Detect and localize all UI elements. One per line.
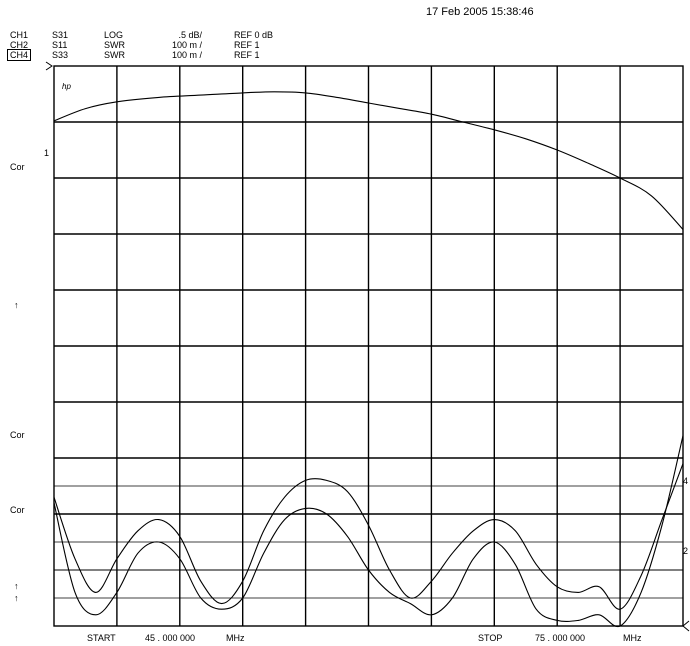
channel-id-ch4-active: CH4	[7, 49, 32, 61]
channel-id-ch2: CH2	[10, 40, 29, 50]
trace-marker-4: 4	[683, 476, 689, 486]
channel-param-ch4: S33	[52, 50, 69, 60]
arrow-up-icon: ↑	[14, 300, 19, 310]
channel-id-ch1: CH1	[10, 30, 29, 40]
stop-label: STOP	[478, 633, 503, 643]
ref-marker-1: 1	[44, 148, 50, 158]
channel-format-ch4: SWR	[104, 50, 125, 60]
cor-label-ch4: Cor	[10, 505, 25, 515]
channel-param-ch1: S31	[52, 30, 69, 40]
stop-unit: MHz	[623, 633, 642, 643]
channel-ref-ch4: REF 1	[234, 50, 260, 60]
hp-logo: hp	[62, 82, 71, 91]
stop-value: 75 . 000 000	[535, 633, 586, 643]
channel-scale-ch4: 100 m /	[171, 50, 202, 60]
channel-param-ch2: S11	[52, 40, 68, 50]
channel-ref-ch1: REF 0 dB	[234, 30, 274, 40]
trace-s31	[53, 91, 684, 230]
reference-triangle-icon	[682, 620, 690, 632]
reference-triangle-icon	[45, 61, 53, 71]
arrow-up-icon: ↑	[14, 593, 19, 603]
timestamp: 17 Feb 2005 15:38:46	[426, 6, 534, 18]
traces	[53, 91, 684, 628]
trace-s33	[53, 435, 684, 628]
channel-scale-ch2: 100 m /	[171, 40, 202, 50]
graticule	[53, 65, 684, 627]
plot-decorations	[45, 61, 690, 632]
channel-format-ch2: SWR	[104, 40, 125, 50]
channel-format-ch1: LOG	[104, 30, 124, 40]
cor-label-ch2: Cor	[10, 430, 25, 440]
start-label: START	[87, 633, 116, 643]
trace-s11	[53, 463, 684, 610]
trace-marker-2: 2	[683, 546, 689, 556]
arrow-up-icon: ↑	[14, 581, 19, 591]
start-unit: MHz	[226, 633, 245, 643]
channel-scale-ch1: .5 dB/	[178, 30, 202, 40]
start-value: 45 . 000 000	[145, 633, 196, 643]
channel-ref-ch2: REF 1	[234, 40, 260, 50]
cor-label-ch1: Cor	[10, 162, 25, 172]
